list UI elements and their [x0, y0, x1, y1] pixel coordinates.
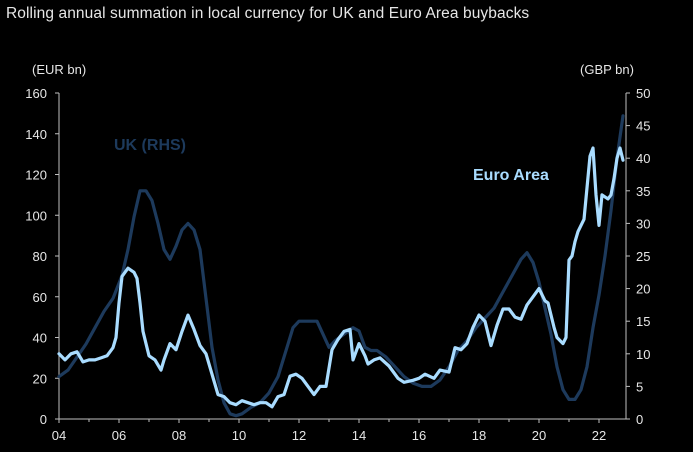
y-left-tick-label: 60 [33, 290, 47, 305]
y-right-tick-label: 10 [636, 347, 650, 362]
y-left-tick-label: 140 [25, 127, 47, 142]
x-tick-label: 22 [592, 428, 606, 443]
y-right-tick-label: 35 [636, 184, 650, 199]
y-left-axis-label: (EUR bn) [32, 62, 86, 77]
y-right-tick-label: 15 [636, 314, 650, 329]
y-left-tick-label: 80 [33, 249, 47, 264]
y-right-tick-label: 30 [636, 216, 650, 231]
x-tick-label: 10 [232, 428, 246, 443]
y-left-tick-label: 120 [25, 168, 47, 183]
x-tick-label: 06 [112, 428, 126, 443]
series-line-euro-area [57, 146, 625, 409]
x-tick-label: 14 [352, 428, 366, 443]
x-tick-label: 08 [172, 428, 186, 443]
y-right-tick-label: 20 [636, 282, 650, 297]
y-left-tick-label: 40 [33, 331, 47, 346]
y-right-axis-label: (GBP bn) [580, 62, 634, 77]
y-right-tick-label: 0 [636, 412, 643, 427]
chart-title: Rolling annual summation in local curren… [6, 5, 530, 22]
x-tick-label: 18 [472, 428, 486, 443]
y-left-tick-label: 0 [40, 412, 47, 427]
uk-series-label: UK (RHS) [114, 137, 186, 154]
x-tick-label: 12 [292, 428, 306, 443]
y-left-tick-label: 20 [33, 371, 47, 386]
x-tick-label: 16 [412, 428, 426, 443]
euro-area-series-label: Euro Area [473, 167, 549, 184]
y-right-tick-label: 25 [636, 249, 650, 264]
y-left-tick-label: 100 [25, 208, 47, 223]
y-right-tick-label: 45 [636, 119, 650, 134]
y-right-tick-label: 50 [636, 86, 650, 101]
y-right-tick-label: 5 [636, 379, 643, 394]
series-line-uk [57, 114, 625, 418]
x-tick-label: 04 [52, 428, 66, 443]
x-tick-label: 20 [532, 428, 546, 443]
y-left-tick-label: 160 [25, 86, 47, 101]
y-right-tick-label: 40 [636, 151, 650, 166]
